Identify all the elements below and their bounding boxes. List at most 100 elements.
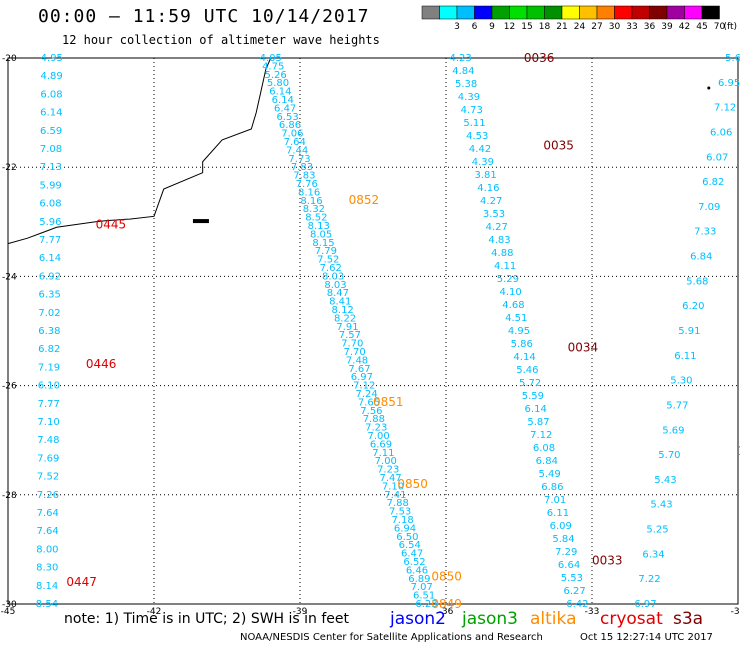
swh-label: 6.52 xyxy=(403,557,425,568)
swh-label: 5.11 xyxy=(463,118,485,129)
swh-label: 7.69 xyxy=(37,453,59,464)
legend-swatch xyxy=(701,5,720,20)
swh-label: 5.53 xyxy=(561,573,583,584)
time-label: 0036 xyxy=(524,51,555,65)
coastline xyxy=(7,57,272,245)
legend-tick-label: 18 xyxy=(539,22,551,32)
swh-label: 7.11 xyxy=(372,448,394,459)
swh-label: 5.30 xyxy=(670,376,692,387)
mission-s3a: s3a xyxy=(673,609,704,629)
swh-label: 4.89 xyxy=(41,71,63,82)
swh-label: 6.14 xyxy=(39,253,61,264)
x-tick-label: -36 xyxy=(439,607,454,617)
swh-label: 6.10 xyxy=(38,381,60,392)
swh-label: 7.70 xyxy=(341,339,363,350)
y-tick-label: -24 xyxy=(2,272,17,282)
x-tick-label: -30 xyxy=(731,607,740,617)
swh-label: 7.26 xyxy=(37,490,59,501)
swh-label: 5.87 xyxy=(527,417,549,428)
swh-label: 4.05 xyxy=(260,53,282,64)
swh-label: 6.47 xyxy=(401,549,423,560)
swh-label: 8.47 xyxy=(327,288,349,299)
plot-frame xyxy=(7,57,739,605)
mission-jason2: jason2 xyxy=(390,609,446,629)
swh-label: 7.48 xyxy=(37,435,59,446)
legend-tick-label: 9 xyxy=(489,22,495,32)
swh-label: 6.89 xyxy=(408,574,430,585)
legend-tick-label: 6 xyxy=(472,22,478,32)
swh-label: 7.65 xyxy=(358,397,380,408)
time-label: 0447 xyxy=(66,575,97,589)
swh-label: 5.70 xyxy=(658,450,680,461)
swh-label: 7.76 xyxy=(296,179,318,190)
swh-label: 6.38 xyxy=(38,326,60,337)
swh-label: 6.11 xyxy=(674,351,696,362)
swh-label: 5.43 xyxy=(654,475,676,486)
swh-label: 6.46 xyxy=(406,565,428,576)
swh-label: 5.99 xyxy=(40,180,62,191)
swh-label: 6.20 xyxy=(682,301,704,312)
y-tick-label: -30 xyxy=(2,600,17,610)
swh-label: 6.09 xyxy=(550,521,572,532)
swh-label: 6.97 xyxy=(634,599,656,610)
x-tick-label: -45 xyxy=(1,607,16,617)
swh-label: 8.12 xyxy=(332,305,354,316)
legend-tick-label: 42 xyxy=(679,22,690,32)
swh-label: 7.06 xyxy=(281,129,303,140)
swh-label: 5.91 xyxy=(678,326,700,337)
swh-label: 7.88 xyxy=(387,498,409,509)
swh-label: 5.46 xyxy=(516,365,538,376)
island xyxy=(192,219,209,224)
swh-label: 6.95 xyxy=(718,78,740,89)
swh-label: 5.72 xyxy=(519,378,541,389)
swh-label: 6.86 xyxy=(541,482,563,493)
swh-label: 5.84 xyxy=(552,534,574,545)
legend-tick-label: 33 xyxy=(626,22,637,32)
swh-label: 4.42 xyxy=(469,144,491,155)
swh-label: 7.08 xyxy=(40,144,62,155)
swh-label: 7.01 xyxy=(544,495,566,506)
swh-label: 6.86 xyxy=(279,120,301,131)
swh-label: 7.23 xyxy=(377,465,399,476)
swh-label: 6.11 xyxy=(547,508,569,519)
swh-label: 6.82 xyxy=(38,344,60,355)
swh-label: 7.13 xyxy=(40,162,62,173)
swh-label: 5.29 xyxy=(497,274,519,285)
swh-label: 7.23 xyxy=(365,423,387,434)
y-tick-label: -28 xyxy=(2,491,17,501)
swh-label: 7.52 xyxy=(317,255,339,266)
time-label: 11 xyxy=(738,444,740,458)
swh-label: 8.30 xyxy=(36,563,58,574)
swh-label: 4.51 xyxy=(505,313,527,324)
legend-tick-label: 45 xyxy=(696,22,707,32)
swh-label: 4.39 xyxy=(472,157,494,168)
swh-label: 6.34 xyxy=(642,549,664,560)
swh-label: 7.62 xyxy=(320,263,342,274)
swh-label: 5.68 xyxy=(686,276,708,287)
swh-label: 4.53 xyxy=(466,131,488,142)
swh-label: 7.12 xyxy=(530,430,552,441)
swh-label: 7.57 xyxy=(339,330,361,341)
swh-label: 4.14 xyxy=(513,352,535,363)
swh-label: 7.83 xyxy=(291,162,313,173)
time-label: 0852 xyxy=(349,193,380,207)
time-label: 0445 xyxy=(96,218,127,232)
swh-label: 4.16 xyxy=(477,183,499,194)
legend-unit: (ft) xyxy=(724,22,738,32)
chart-plot: -45 -42 -39 -36 -33 -30 -20 -22 -24 -26 -28 -30 4.95… xyxy=(1,51,740,617)
swh-label: 8.54 xyxy=(36,599,58,610)
swh-label: 7.73 xyxy=(288,154,310,165)
swh-label: 4.95 xyxy=(41,53,63,64)
swh-label: 7.41 xyxy=(384,490,406,501)
swh-label: 7.33 xyxy=(694,227,716,238)
swh-label: 6.47 xyxy=(274,103,296,114)
swh-label: 6.42 xyxy=(566,599,588,610)
swh-label: 5.38 xyxy=(455,79,477,90)
mission-cryosat: cryosat xyxy=(600,609,663,629)
swh-label: 7.18 xyxy=(391,515,413,526)
swh-label: 8.13 xyxy=(308,221,330,232)
swh-label: 5.49 xyxy=(538,469,560,480)
swh-label: 4.10 xyxy=(500,287,522,298)
y-tick-label: -20 xyxy=(2,54,17,64)
swh-label: 8.03 xyxy=(324,280,346,291)
